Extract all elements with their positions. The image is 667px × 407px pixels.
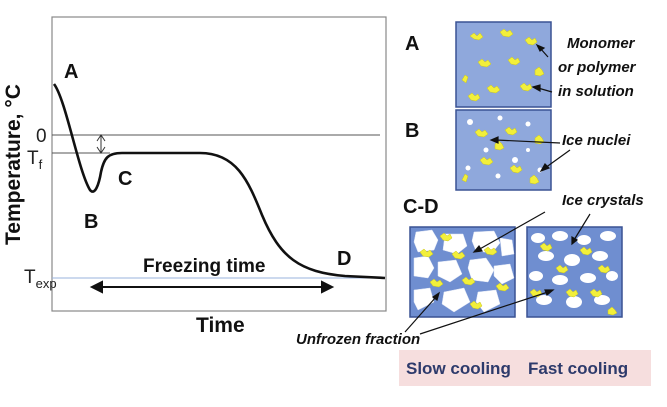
annotation-unfrozen: Unfrozen fraction — [296, 331, 420, 348]
annotation-ice-nuclei: Ice nuclei — [562, 132, 631, 149]
graph-frame — [51, 16, 387, 312]
fast-cooling-label: Fast cooling — [528, 359, 628, 378]
temperature-curve — [52, 83, 386, 280]
slow-ice-crystals — [413, 229, 515, 313]
annotation-monomer: Monomer or polymer in solution — [558, 35, 640, 100]
fast-ice-crystals — [529, 231, 618, 308]
x-axis-label: Time — [196, 314, 245, 337]
annotation-ice-crystals: Ice crystals — [562, 192, 644, 209]
tick-zero: 0 — [36, 126, 47, 147]
point-label-c: C — [118, 168, 132, 190]
panel-a-pointers — [531, 43, 553, 93]
point-label-d: D — [337, 248, 351, 270]
tick-texp: Texp — [24, 267, 57, 291]
point-label-b: B — [84, 211, 98, 233]
cooling-captions: Slow cooling Fast cooling — [399, 350, 651, 386]
panel-a-label: A — [405, 33, 419, 55]
panel-b-monomers — [461, 126, 545, 185]
y-axis-label: Temperature, °C — [2, 84, 25, 245]
caption-background — [399, 350, 651, 386]
panel-b-label: B — [405, 120, 419, 142]
tick-tf: Tf — [27, 148, 43, 172]
point-label-a: A — [64, 61, 78, 83]
cd-pointers — [404, 211, 591, 335]
freezing-time-label: Freezing time — [143, 256, 265, 277]
panel-b-pointers — [489, 136, 571, 173]
monomer-molecules — [461, 28, 545, 102]
stage-panels: A B C-D — [296, 21, 651, 386]
freezing-graph: Temperature, °C Time 0 Tf Texp A B C D F… — [2, 16, 387, 337]
supercooling-arrow — [96, 134, 106, 154]
panel-a-solution — [455, 21, 553, 108]
freezing-time-arrow — [89, 280, 335, 294]
fast-unfrozen-monomers — [529, 242, 618, 316]
panel-slow-cooling — [409, 226, 516, 318]
slow-unfrozen-monomers — [419, 232, 510, 310]
ice-nuclei — [465, 115, 543, 179]
panel-cd-label: C-D — [403, 196, 439, 218]
slow-cooling-label: Slow cooling — [406, 359, 511, 378]
panel-b-nucleation — [455, 109, 571, 191]
